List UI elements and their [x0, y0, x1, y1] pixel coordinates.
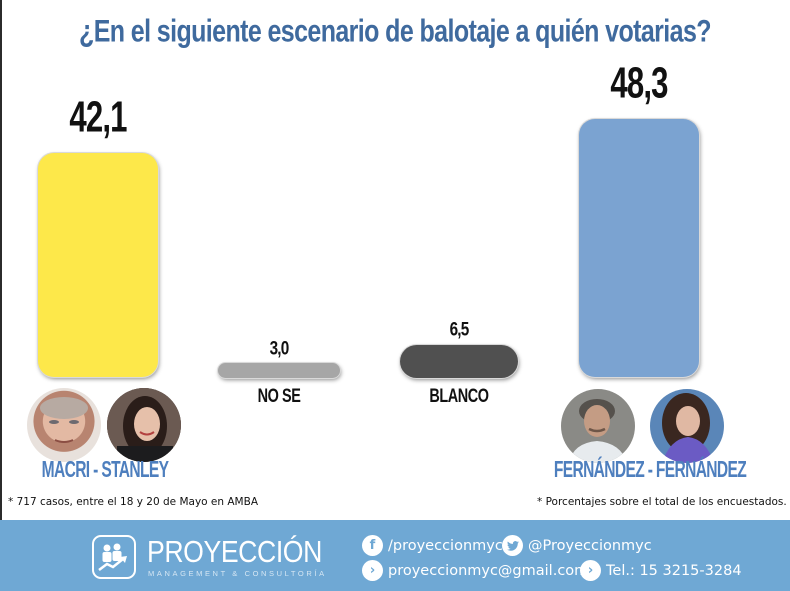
proyeccion-logo-icon	[92, 535, 136, 579]
candidate-label-macri-stanley: MACRI - STANLEY	[41, 457, 169, 483]
value-label-macri: 42,1	[69, 93, 127, 142]
facebook-icon: f	[362, 535, 383, 556]
footer-banner: PROYECCIÓN MANAGEMENT & CONSULTORÍA f /p…	[0, 520, 790, 591]
chevron-right-icon: ›	[580, 560, 601, 581]
email-address: proyeccionmyc@gmail.com	[388, 562, 589, 579]
photo-stanley	[107, 388, 181, 462]
footnote-percentages: * Porcentajes sobre el total de los encu…	[537, 496, 787, 508]
twitter-icon	[502, 535, 523, 556]
bar-fernandez-fernandez	[579, 119, 699, 377]
photo-macri	[27, 388, 101, 462]
facebook-link[interactable]: f /proyeccionmyc	[362, 535, 503, 556]
bar-no-se	[218, 363, 340, 378]
chevron-right-icon: ›	[362, 560, 383, 581]
value-label-fernandez: 48,3	[610, 59, 668, 108]
twitter-handle: @Proyeccionmyc	[528, 537, 652, 554]
phone-number: Tel.: 15 3215-3284	[606, 562, 742, 579]
brand-name: PROYECCIÓN	[147, 534, 322, 569]
twitter-link[interactable]: @Proyeccionmyc	[502, 535, 652, 556]
phone-link[interactable]: › Tel.: 15 3215-3284	[580, 560, 742, 581]
category-label-nose: NO SE	[257, 384, 301, 407]
facebook-handle: /proyeccionmyc	[388, 537, 503, 554]
value-label-nose: 3,0	[269, 336, 290, 359]
left-border	[0, 0, 2, 520]
photo-alberto-fernandez	[561, 389, 635, 463]
bar-blanco	[400, 345, 518, 378]
bar-macri-stanley	[38, 153, 158, 377]
chart-title: ¿En el siguiente escenario de balotaje a…	[79, 14, 711, 49]
footnote-sample: * 717 casos, entre el 18 y 20 de Mayo en…	[8, 496, 259, 508]
candidate-label-fernandez-fernandez: FERNÁNDEZ - FERNÁNDEZ	[553, 457, 747, 483]
category-label-blanco: BLANCO	[429, 384, 489, 407]
email-link[interactable]: › proyeccionmyc@gmail.com	[362, 560, 588, 581]
brand-subtitle: MANAGEMENT & CONSULTORÍA	[148, 569, 327, 578]
photo-cristina-fernandez	[650, 389, 724, 463]
value-label-blanco: 6,5	[449, 317, 470, 340]
